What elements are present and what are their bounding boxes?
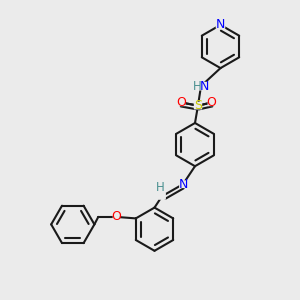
Text: H: H — [156, 181, 165, 194]
FancyBboxPatch shape — [158, 193, 166, 200]
FancyBboxPatch shape — [179, 180, 187, 188]
Text: N: N — [216, 18, 225, 32]
FancyBboxPatch shape — [157, 184, 164, 190]
FancyBboxPatch shape — [194, 82, 208, 90]
Text: O: O — [111, 210, 121, 224]
Text: N: N — [178, 178, 188, 191]
Text: H: H — [193, 80, 202, 93]
FancyBboxPatch shape — [194, 102, 202, 110]
Text: S: S — [194, 99, 202, 112]
Text: N: N — [199, 80, 209, 93]
FancyBboxPatch shape — [216, 21, 225, 29]
Text: O: O — [177, 96, 186, 109]
FancyBboxPatch shape — [178, 99, 185, 106]
Text: O: O — [207, 96, 216, 109]
FancyBboxPatch shape — [208, 99, 215, 106]
FancyBboxPatch shape — [113, 214, 120, 220]
